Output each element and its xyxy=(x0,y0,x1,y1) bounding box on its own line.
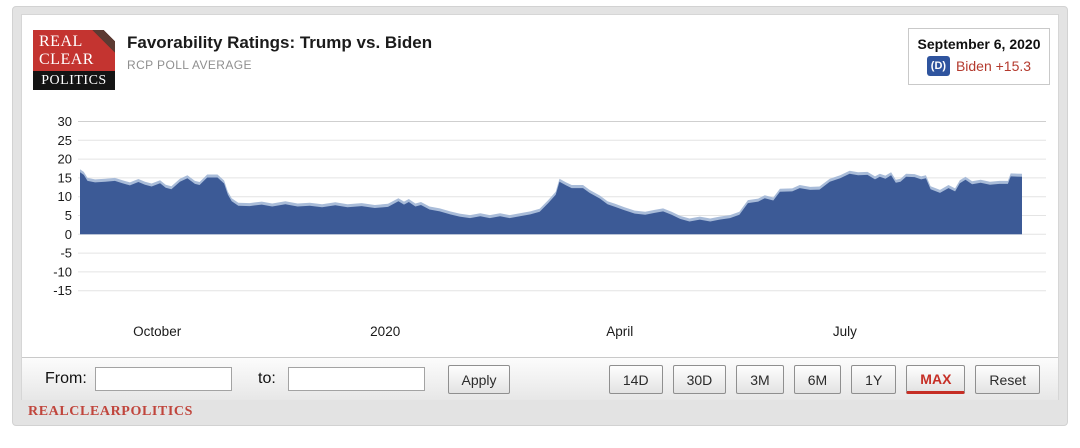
range-button-max[interactable]: MAX xyxy=(906,365,966,394)
range-button-14d[interactable]: 14D xyxy=(608,365,663,394)
spread-date: September 6, 2020 xyxy=(917,36,1041,52)
range-controls-bar: From: to: Apply 14D 30D 3M 6M 1Y MAX Reset xyxy=(22,357,1058,400)
logo-line-real: REAL xyxy=(39,33,83,50)
spread-badge: September 6, 2020 (D) Biden +15.3 xyxy=(908,28,1050,85)
range-button-30d[interactable]: 30D xyxy=(672,365,727,394)
range-button-reset[interactable]: Reset xyxy=(975,365,1040,394)
y-tick-label: 30 xyxy=(58,114,72,129)
x-tick-label: April xyxy=(606,324,633,339)
apply-button[interactable]: Apply xyxy=(448,365,510,394)
to-label: to: xyxy=(258,370,276,387)
spread-value: Biden +15.3 xyxy=(955,58,1032,74)
x-tick-label: July xyxy=(833,324,857,339)
range-button-3m[interactable]: 3M xyxy=(736,365,784,394)
y-tick-label: 20 xyxy=(58,152,72,167)
rcp-logo-red-fold: REAL CLEAR xyxy=(33,30,115,71)
favorability-area-chart[interactable]: 30 25 20 15 10 5 0 -5 -10 -15 October 2020 April July xyxy=(40,108,1050,348)
chart-subtitle: RCP POLL AVERAGE xyxy=(127,58,252,72)
spread-row: (D) Biden +15.3 xyxy=(909,56,1049,76)
range-button-6m[interactable]: 6M xyxy=(793,365,842,394)
footer-brand-link[interactable]: REALCLEARPOLITICS xyxy=(28,404,194,419)
y-tick-label: -10 xyxy=(53,264,72,279)
rcp-logo[interactable]: REAL CLEAR POLITICS xyxy=(33,30,115,90)
y-tick-label: 15 xyxy=(58,170,72,185)
x-tick-label: October xyxy=(133,324,182,339)
to-date-input[interactable] xyxy=(288,367,425,391)
from-date-input[interactable] xyxy=(95,367,232,391)
democrat-party-icon: (D) xyxy=(926,56,950,76)
logo-line-clear: CLEAR xyxy=(39,51,94,68)
y-tick-label: 25 xyxy=(58,133,72,148)
y-tick-label: -5 xyxy=(60,246,72,261)
from-label: From: xyxy=(45,370,87,387)
logo-line-politics: POLITICS xyxy=(33,71,115,90)
y-tick-label: 0 xyxy=(65,227,72,242)
chart-title: Favorability Ratings: Trump vs. Biden xyxy=(127,33,433,52)
y-tick-label: 10 xyxy=(58,189,72,204)
range-button-1y[interactable]: 1Y xyxy=(851,365,897,394)
range-button-group: 14D 30D 3M 6M 1Y MAX Reset xyxy=(608,365,1040,394)
x-tick-label: 2020 xyxy=(370,324,400,339)
y-tick-label: 5 xyxy=(65,208,72,223)
area-series xyxy=(80,172,1022,235)
y-tick-label: -15 xyxy=(53,283,72,298)
